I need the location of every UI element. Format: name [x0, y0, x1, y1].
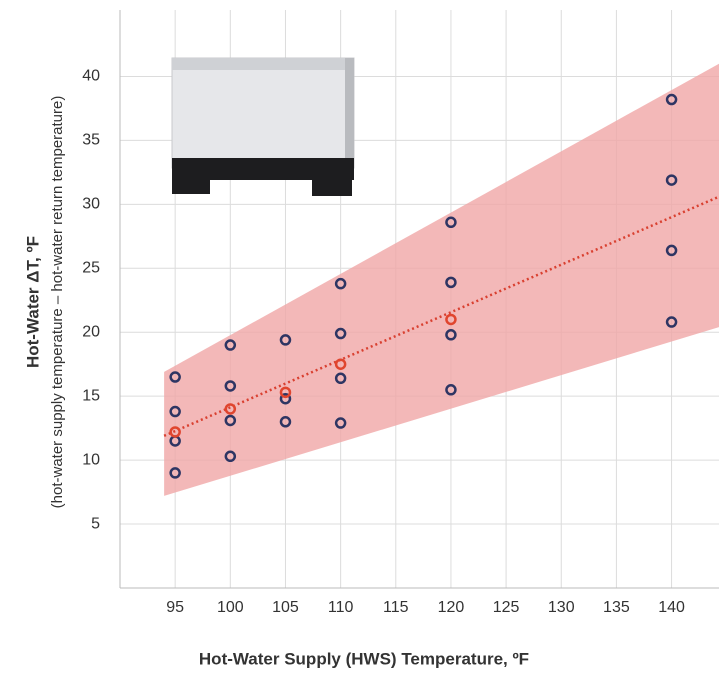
data-point	[334, 417, 347, 429]
x-tick-label: 110	[328, 599, 354, 616]
data-point	[334, 372, 347, 385]
data-point	[665, 316, 678, 328]
x-axis-label: Hot-Water Supply (HWS) Temperature, ºF	[199, 649, 529, 668]
data-point	[169, 371, 181, 383]
data-point	[665, 244, 678, 257]
y-tick-label: 30	[82, 196, 100, 213]
trend-line	[163, 195, 719, 437]
data-point	[334, 327, 347, 340]
data-point	[445, 384, 457, 396]
y-tick-label: 35	[82, 132, 100, 149]
data-point	[279, 392, 292, 405]
data-point	[279, 386, 292, 399]
y-tick-label: 20	[82, 323, 100, 340]
x-tick-label: 115	[383, 599, 409, 616]
x-tick-label: 105	[272, 599, 299, 616]
x-tick-label: 135	[603, 599, 630, 616]
data-point	[224, 414, 237, 427]
data-point	[445, 216, 457, 229]
data-point	[665, 174, 678, 186]
x-tick-label: 130	[548, 599, 575, 616]
x-tick-label: 125	[493, 599, 520, 616]
data-point	[224, 403, 237, 415]
y-axis-label: Hot-Water ΔT, ºF	[23, 236, 42, 368]
y-tick-label: 5	[91, 515, 100, 532]
x-tick-label: 100	[217, 599, 244, 616]
data-point	[334, 277, 347, 290]
y-tick-label: 15	[82, 387, 100, 404]
data-point	[334, 358, 347, 370]
y-axis-sublabel: (hot-water supply temperature – hot-wate…	[49, 96, 66, 509]
data-point	[224, 450, 237, 463]
data-point	[445, 313, 457, 326]
data-point	[169, 426, 181, 438]
data-point	[279, 416, 292, 428]
fan-coil-image	[171, 57, 355, 196]
x-tick-label: 140	[658, 599, 685, 616]
data-point	[224, 380, 237, 392]
data-point	[169, 467, 181, 479]
y-tick-label: 40	[82, 68, 100, 85]
data-point	[665, 93, 678, 106]
x-tick-label: 95	[166, 599, 184, 616]
data-point	[445, 329, 457, 341]
x-tick-label: 120	[438, 599, 465, 616]
data-point	[169, 405, 181, 418]
data-point	[279, 334, 292, 346]
data-point	[445, 276, 457, 289]
y-tick-label: 25	[82, 260, 100, 277]
data-point	[224, 339, 237, 351]
y-tick-label: 10	[82, 451, 100, 468]
confidence-band	[164, 63, 719, 496]
